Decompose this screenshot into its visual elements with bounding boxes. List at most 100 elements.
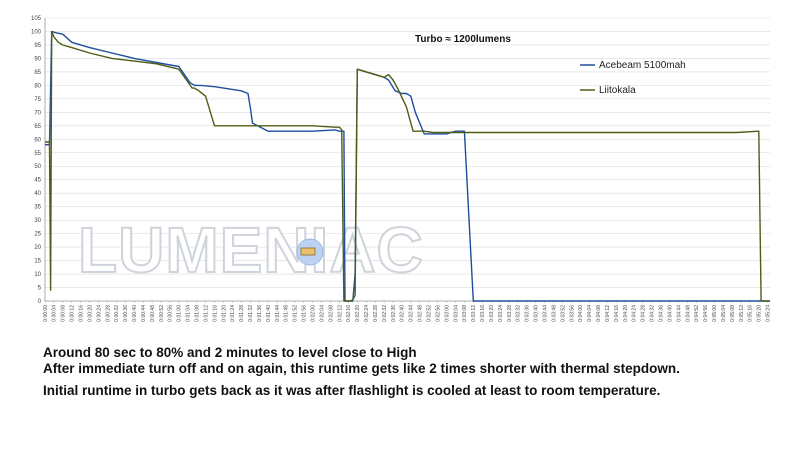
x-tick-label: 0:03:16 <box>480 305 486 322</box>
x-tick-label: 0:04:04 <box>587 305 593 322</box>
x-tick-label: 0:01:44 <box>275 305 281 322</box>
y-tick-label: 25 <box>34 232 41 238</box>
x-tick-label: 0:02:12 <box>337 305 343 322</box>
x-tick-label: 0:00:08 <box>61 305 67 322</box>
x-tick-label: 0:04:36 <box>658 305 664 322</box>
x-tick-label: 0:02:56 <box>435 305 441 322</box>
y-tick-label: 50 <box>34 164 41 170</box>
x-tick-label: 0:02:08 <box>328 305 334 322</box>
note-line-2: After immediate turn off and on again, t… <box>43 361 680 376</box>
y-tick-label: 35 <box>34 205 41 211</box>
x-tick-label: 0:03:08 <box>462 305 468 322</box>
x-tick-label: 0:01:24 <box>230 305 236 322</box>
x-tick-label: 0:00:28 <box>105 305 111 322</box>
x-tick-label: 0:05:08 <box>730 305 736 322</box>
x-tick-label: 0:03:20 <box>489 305 495 322</box>
x-tick-label: 0:01:20 <box>221 305 227 322</box>
chart-annotation: Turbo ≈ 1200lumens <box>415 34 511 45</box>
x-tick-label: 0:01:00 <box>177 305 183 322</box>
x-tick-label: 0:02:04 <box>319 305 325 322</box>
x-tick-label: 0:02:44 <box>409 305 415 322</box>
x-tick-label: 0:04:56 <box>703 305 709 322</box>
y-axis-ticks: 0 5 10 15 20 25 30 35 40 45 50 55 60 65 70 75 80 85 90 95 10… <box>31 16 42 305</box>
watermark-text: LUMENIAC <box>78 214 424 286</box>
y-tick-label: 90 <box>34 56 41 62</box>
x-tick-label: 0:05:00 <box>712 305 718 322</box>
series-line-1 <box>45 30 770 302</box>
x-tick-label: 0:00:16 <box>78 305 84 322</box>
x-tick-label: 0:01:08 <box>194 305 200 322</box>
x-tick-label: 0:03:36 <box>525 305 531 322</box>
x-tick-label: 0:01:48 <box>284 305 290 322</box>
y-tick-label: 20 <box>34 245 41 251</box>
x-tick-label: 0:00:36 <box>123 305 129 322</box>
x-tick-label: 0:00:52 <box>159 305 165 322</box>
x-tick-label: 0:02:52 <box>426 305 432 322</box>
y-tick-label: 0 <box>38 299 42 305</box>
x-tick-label: 0:01:40 <box>266 305 272 322</box>
x-tick-label: 0:02:20 <box>355 305 361 322</box>
x-tick-label: 0:00:12 <box>70 305 76 322</box>
series-lines <box>45 30 770 302</box>
x-tick-label: 0:05:04 <box>721 305 727 322</box>
x-tick-label: 0:02:28 <box>373 305 379 322</box>
chart-gridlines <box>44 17 770 302</box>
x-tick-label: 0:01:56 <box>302 305 308 322</box>
x-tick-label: 0:00:44 <box>141 305 147 322</box>
x-tick-label: 0:01:04 <box>186 305 192 322</box>
x-tick-label: 0:03:48 <box>551 305 557 322</box>
x-tick-label: 0:04:28 <box>641 305 647 322</box>
x-tick-label: 0:01:32 <box>248 305 254 322</box>
x-tick-label: 0:04:24 <box>632 305 638 322</box>
x-tick-label: 0:02:36 <box>391 305 397 322</box>
x-tick-label: 0:02:48 <box>418 305 424 322</box>
x-tick-label: 0:01:52 <box>293 305 299 322</box>
x-tick-label: 0:04:32 <box>650 305 656 322</box>
x-tick-label: 0:00:20 <box>87 305 93 322</box>
y-tick-label: 30 <box>34 218 41 224</box>
x-tick-label: 0:02:40 <box>400 305 406 322</box>
y-tick-label: 5 <box>38 286 42 292</box>
x-tick-label: 0:03:40 <box>534 305 540 322</box>
x-tick-label: 0:05:16 <box>748 305 754 322</box>
note-line-3: Initial runtime in turbo gets back as it… <box>43 383 661 398</box>
x-tick-label: 0:04:08 <box>596 305 602 322</box>
y-tick-label: 80 <box>34 83 41 89</box>
y-tick-label: 85 <box>34 70 41 76</box>
y-tick-label: 15 <box>34 259 41 265</box>
x-tick-label: 0:05:12 <box>739 305 745 322</box>
x-tick-label: 0:04:44 <box>676 305 682 322</box>
y-tick-label: 65 <box>34 124 41 130</box>
x-tick-label: 0:03:12 <box>471 305 477 322</box>
x-tick-label: 0:00:04 <box>52 305 58 322</box>
x-tick-label: 0:03:04 <box>453 305 459 322</box>
x-tick-label: 0:03:32 <box>516 305 522 322</box>
x-tick-label: 0:00:32 <box>114 305 120 322</box>
x-tick-label: 0:00:56 <box>168 305 174 322</box>
y-tick-label: 95 <box>34 43 41 49</box>
x-tick-label: 0:01:12 <box>203 305 209 322</box>
x-tick-label: 0:05:20 <box>757 305 763 322</box>
x-tick-label: 0:02:00 <box>310 305 316 322</box>
x-tick-label: 0:04:20 <box>623 305 629 322</box>
note-line-1: Around 80 sec to 80% and 2 minutes to le… <box>43 345 417 360</box>
y-tick-label: 55 <box>34 151 41 157</box>
x-tick-label: 0:00:00 <box>43 305 49 322</box>
y-tick-label: 70 <box>34 110 41 116</box>
y-tick-label: 100 <box>31 29 42 35</box>
runtime-chart: 0 5 10 15 20 25 30 35 40 45 50 55 60 65 70 75 80 85 90 95 10… <box>31 16 772 322</box>
x-tick-label: 0:04:52 <box>694 305 700 322</box>
y-tick-label: 105 <box>31 16 42 22</box>
x-tick-label: 0:04:00 <box>578 305 584 322</box>
y-tick-label: 40 <box>34 191 41 197</box>
x-tick-label: 0:04:48 <box>685 305 691 322</box>
legend: Acebeam 5100mah Liitokala <box>580 60 686 96</box>
x-tick-label: 0:04:16 <box>614 305 620 322</box>
x-tick-label: 0:02:24 <box>364 305 370 322</box>
watermark: LUMENIAC <box>77 213 424 287</box>
x-tick-label: 0:03:28 <box>507 305 513 322</box>
legend-label-liitokala: Liitokala <box>599 85 636 96</box>
x-tick-label: 0:04:12 <box>605 305 611 322</box>
y-tick-label: 75 <box>34 97 41 103</box>
x-tick-label: 0:04:40 <box>667 305 673 322</box>
